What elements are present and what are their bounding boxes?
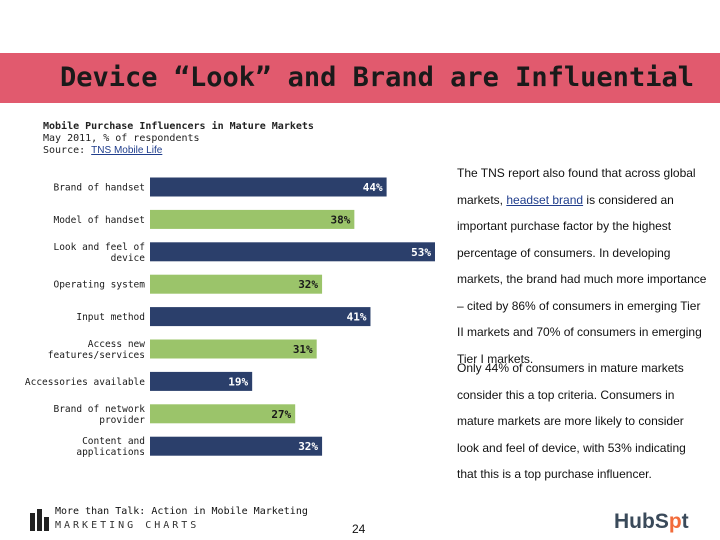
bar-2 (150, 242, 435, 262)
bar-8 (150, 436, 323, 456)
category-label-line: applications (76, 447, 145, 458)
commentary-paragraph-2: Only 44% of consumers in mature markets … (457, 361, 686, 481)
bar-chart: 44% Brand of handset 38% Model of handset 53… (25, 177, 435, 458)
commentary-paragraph-1: The TNS report also found that across gl… (457, 160, 707, 372)
source-prefix: Source: (43, 145, 92, 156)
category-label-7: Brand of network provider (53, 404, 145, 426)
category-label-8: Content and applications (76, 436, 145, 458)
chart-source: Source: TNS Mobile Life (43, 145, 314, 157)
bar-3 (150, 274, 323, 294)
data-label-4: 41% (347, 311, 367, 324)
category-label-1: Model of handset (53, 215, 145, 226)
chart-header: Mobile Purchase Influencers in Mature Ma… (43, 121, 314, 157)
hubspot-text-a: HubS (614, 510, 669, 533)
category-label-6: Accessories available (25, 377, 145, 388)
bar-5 (150, 339, 317, 359)
chart-title: Mobile Purchase Influencers in Mature Ma… (43, 121, 314, 132)
data-label-2: 53% (411, 246, 431, 259)
category-label-line: features/services (48, 350, 145, 361)
category-label-0: Brand of handset (53, 183, 145, 194)
commentary-text-a: The TNS report also found that across gl… (457, 166, 696, 207)
category-label-2: Look and feel of device (53, 242, 145, 264)
hubspot-text-c: t (681, 510, 689, 533)
bar-0 (150, 177, 387, 197)
hubspot-sprocket: p (668, 510, 682, 533)
title-bar: Device “Look” and Brand are Influential (0, 53, 720, 103)
hubspot-logo: HubSpt (614, 510, 689, 534)
category-label-line: Brand of network (53, 404, 145, 415)
data-label-7: 27% (271, 408, 291, 421)
data-label-0: 44% (363, 181, 383, 194)
data-label-8: 32% (298, 440, 318, 453)
data-label-1: 38% (330, 213, 350, 226)
bar-1 (150, 209, 355, 229)
commentary-text-b: is considered an important purchase fact… (457, 192, 707, 366)
category-label-line: Brand of handset (53, 183, 145, 194)
headset-brand-link[interactable]: headset brand (506, 192, 584, 207)
marketing-charts-logo (30, 509, 49, 531)
category-label-line: device (111, 253, 146, 264)
category-label-line: Access new (88, 339, 145, 350)
bar-4 (150, 307, 371, 327)
slide-title: Device “Look” and Brand are Influential (60, 62, 694, 93)
category-label-line: provider (99, 415, 145, 426)
footer-tagline: More than Talk: Action in Mobile Marketi… (55, 506, 308, 517)
page-number: 24 (352, 522, 366, 536)
data-label-3: 32% (298, 278, 318, 291)
data-label-5: 31% (293, 343, 313, 356)
source-link[interactable]: TNS Mobile Life (91, 145, 163, 156)
category-label-line: Content and (82, 436, 145, 447)
footer-brand: MARKETING CHARTS (55, 520, 200, 531)
category-label-line: Operating system (53, 280, 145, 291)
chart-subtitle: May 2011, % of respondents (43, 133, 200, 144)
category-label-line: Look and feel of (53, 242, 145, 253)
bar-6 (150, 371, 253, 391)
bar-7 (150, 404, 296, 424)
category-label-line: Accessories available (25, 377, 145, 388)
category-label-5: Access new features/services (48, 339, 146, 361)
category-label-3: Operating system (53, 280, 145, 291)
category-label-line: Model of handset (53, 215, 145, 226)
category-label-4: Input method (76, 312, 145, 323)
category-label-line: Input method (76, 312, 145, 323)
data-label-6: 19% (228, 375, 248, 388)
